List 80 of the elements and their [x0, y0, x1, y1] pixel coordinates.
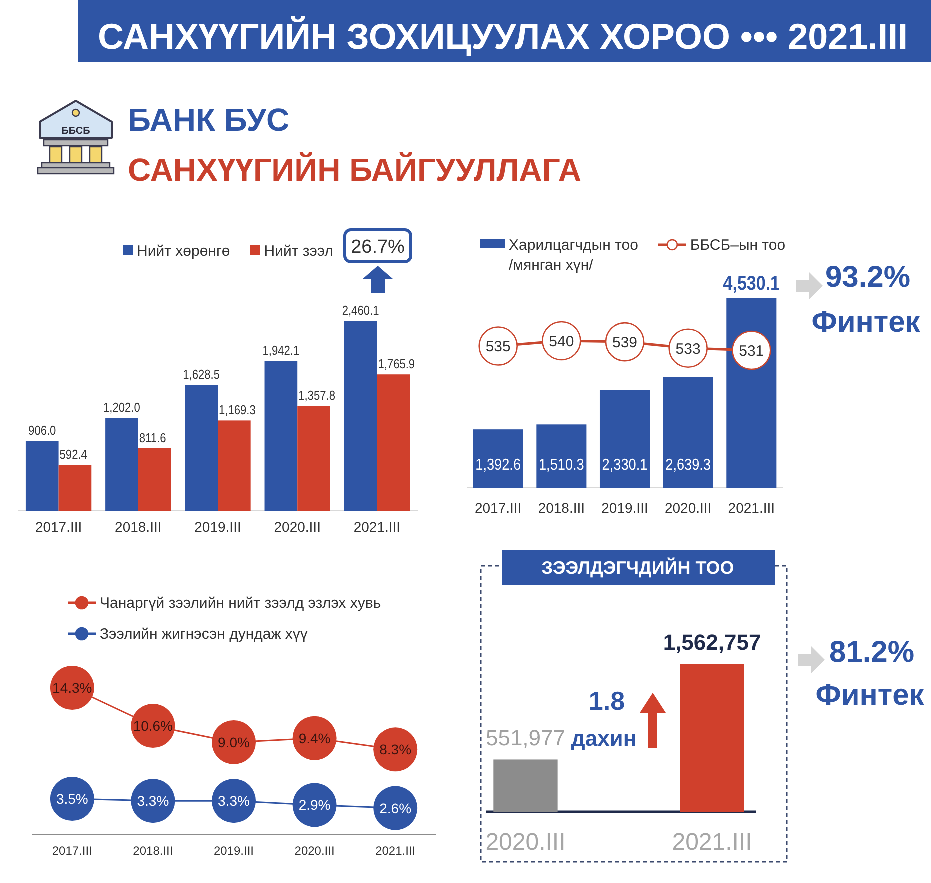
legend-label: Нийт зээл — [264, 243, 334, 260]
x-tick-label: 2019.III — [602, 500, 648, 516]
legend-label: ББСБ–ын тоо — [690, 237, 786, 254]
bar — [106, 418, 138, 511]
text: 93.2% — [825, 261, 911, 294]
legend-label: Зээлийн жигнэсэн дундаж хүү — [100, 626, 308, 643]
data-label: 811.6 — [139, 430, 171, 446]
x-tick-label: 2020.III — [274, 519, 321, 535]
bar — [663, 377, 714, 488]
chart-title: ЗЭЭЛДЭГЧДИЙН ТОО — [542, 557, 734, 578]
legend-label: Харилцагчдын тоо /мянган хүн/ — [509, 237, 638, 274]
x-tick-label: 2021.III — [672, 829, 752, 856]
text: САНХҮҮГИЙН ЗОХИЦУУЛАХ ХОРОО ••• 2021.III — [98, 16, 910, 57]
data-label: 535 — [486, 338, 511, 356]
data-label: 14.3% — [52, 680, 92, 696]
data-label: 551,977 — [486, 726, 566, 751]
data-label: 1,510.3 — [538, 457, 592, 474]
data-label: 1,202.0 — [104, 400, 147, 416]
data-label: 2,330.1 — [602, 457, 656, 474]
text: 26.7% — [351, 237, 406, 258]
legend-label: Нийт хөрөнгө — [137, 243, 230, 260]
chart-subtitle: БАНК БУС САНХҮҮГИЙН БАЙГУУЛЛАГА — [128, 102, 582, 188]
data-label: 1,562,757 — [663, 630, 762, 655]
x-tick-label: 2017.III — [52, 844, 92, 858]
x-tick-label: 2020.III — [486, 829, 566, 856]
data-label: 2,460.1 — [342, 303, 386, 318]
x-tick-label: 2017.III — [35, 519, 82, 535]
data-label: 8.3% — [380, 742, 412, 758]
x-tick-label: 2021.III — [354, 519, 401, 535]
bar — [218, 420, 251, 511]
data-label: 1,392.6 — [476, 457, 530, 474]
bar — [473, 430, 524, 488]
annotation: дахин — [571, 726, 637, 751]
data-label: 9.4% — [298, 730, 331, 746]
x-tick-label: 2021.III — [728, 500, 776, 516]
x-tick-label: 2018.III — [133, 844, 174, 858]
bar — [377, 374, 410, 511]
text: 81.2% — [829, 636, 915, 669]
x-tick-label: 2021.III — [376, 844, 416, 858]
data-label: 1,628.5 — [183, 367, 227, 382]
data-label: 1,169.3 — [219, 402, 262, 418]
data-label: 10.6% — [133, 718, 174, 734]
data-label: 3.3% — [218, 793, 250, 810]
bar — [600, 390, 650, 488]
data-label: 592.4 — [60, 447, 92, 462]
data-label: 539 — [612, 334, 638, 352]
data-label: 533 — [676, 340, 701, 358]
data-label: 1,357.8 — [298, 388, 342, 404]
x-tick-label: 2017.III — [474, 500, 522, 516]
data-label: 1,765.9 — [378, 356, 422, 372]
x-tick-label: 2019.III — [194, 519, 242, 535]
bar — [185, 385, 218, 511]
x-tick-label: 2018.III — [538, 500, 586, 516]
data-label: 2,639.3 — [666, 457, 720, 474]
text: Финтек — [812, 306, 922, 339]
x-tick-label: 2018.III — [115, 519, 162, 535]
bar — [536, 424, 587, 488]
data-label: 9.0% — [218, 734, 250, 751]
bar — [58, 465, 92, 511]
data-label: 906.0 — [28, 423, 62, 438]
data-label: 2.9% — [298, 797, 331, 814]
data-label: 540 — [549, 333, 574, 350]
text: ББСБ — [62, 126, 90, 137]
bar — [26, 441, 59, 511]
bar — [344, 321, 378, 511]
bar — [138, 448, 172, 511]
x-tick-label: 2020.III — [664, 500, 712, 516]
data-label: 3.3% — [137, 793, 170, 810]
bar — [298, 406, 330, 511]
x-tick-label: 2019.III — [214, 844, 254, 858]
data-label: 531 — [739, 342, 764, 360]
text: Финтек — [816, 679, 926, 712]
data-label: 4,530.1 — [723, 273, 790, 295]
x-tick-label: 2020.III — [294, 844, 335, 858]
data-label: 3.5% — [56, 791, 88, 808]
data-label: 2.6% — [380, 800, 412, 816]
legend-label: Чанаргүй зээлийн нийт зээлд эзлэх хувь — [100, 595, 382, 612]
data-label: 1,942.1 — [262, 343, 306, 358]
annotation: 1.8 — [588, 686, 626, 716]
bar — [264, 361, 298, 511]
